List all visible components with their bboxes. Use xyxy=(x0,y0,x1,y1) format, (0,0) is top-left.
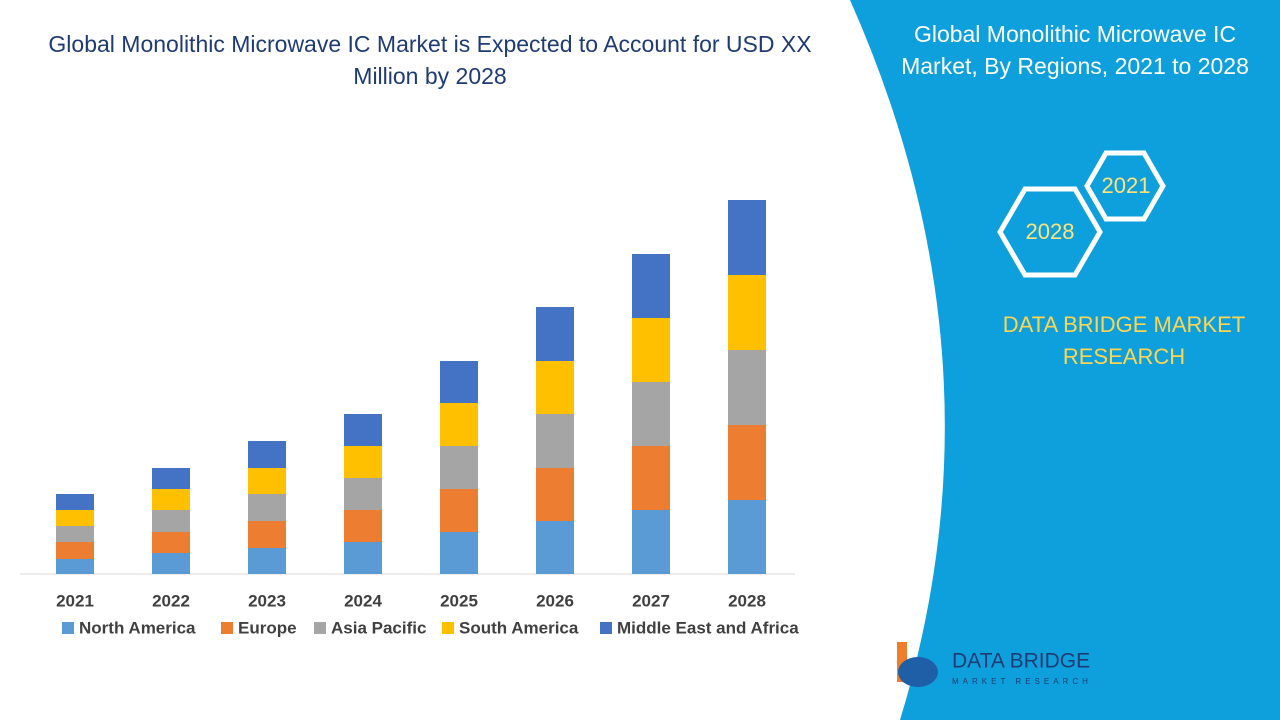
bar-segment xyxy=(632,382,670,446)
bar-segment xyxy=(536,414,574,468)
x-tick-label: 2025 xyxy=(440,591,478,610)
logo: DATA BRIDGE MARKET RESEARCH xyxy=(897,642,1092,687)
bar-segment xyxy=(728,350,766,425)
logo-icon xyxy=(897,642,907,682)
bar-segment xyxy=(344,414,382,446)
x-tick-label: 2027 xyxy=(632,591,670,610)
x-tick-label: 2026 xyxy=(536,591,574,610)
legend-label: Asia Pacific xyxy=(331,618,426,637)
bar-segment xyxy=(152,468,190,489)
x-tick-label: 2021 xyxy=(56,591,94,610)
bar-segment xyxy=(152,489,190,510)
bar-segment xyxy=(536,307,574,361)
bar-segment xyxy=(536,361,574,414)
bar-segment xyxy=(344,510,382,542)
hex-label: 2021 xyxy=(1102,173,1151,198)
bar-segment xyxy=(632,510,670,574)
bar-segment xyxy=(56,559,94,574)
bar-segment xyxy=(536,468,574,521)
bar-segment xyxy=(248,521,286,548)
x-tick-label: 2022 xyxy=(152,591,190,610)
x-tick-label: 2023 xyxy=(248,591,286,610)
bar-segment xyxy=(344,478,382,510)
logo-name: DATA BRIDGE xyxy=(952,650,1090,673)
bar-segment xyxy=(440,532,478,574)
bar-segment xyxy=(728,425,766,500)
bar-segment xyxy=(440,446,478,489)
legend-label: Middle East and Africa xyxy=(617,618,799,637)
legend-swatch xyxy=(62,622,74,634)
brand-text: DATA BRIDGE MARKET xyxy=(1003,312,1245,337)
legend-swatch xyxy=(314,622,326,634)
legend-label: Europe xyxy=(238,618,297,637)
x-tick-label: 2024 xyxy=(344,591,382,610)
bar-segment xyxy=(248,548,286,574)
bar-segment xyxy=(56,510,94,526)
bar-segment xyxy=(344,542,382,574)
bar-segment xyxy=(632,446,670,510)
bar-segment xyxy=(440,489,478,532)
bar-segment xyxy=(248,494,286,521)
bar-segment xyxy=(56,526,94,542)
bar-segment xyxy=(152,553,190,574)
bar-segment xyxy=(632,318,670,382)
logo-icon xyxy=(898,657,938,687)
bar-segment xyxy=(440,403,478,446)
legend-label: North America xyxy=(79,618,196,637)
bar-segment xyxy=(344,446,382,478)
chart-title: Global Monolithic Microwave IC Market is… xyxy=(48,31,812,89)
legend-swatch xyxy=(442,622,454,634)
side-panel xyxy=(850,0,1280,720)
panel-title: Global Monolithic Microwave IC Market, B… xyxy=(901,21,1249,79)
bar-segment xyxy=(248,441,286,468)
logo-sub: MARKET RESEARCH xyxy=(952,677,1092,686)
bar-segment xyxy=(56,494,94,510)
hex-label: 2028 xyxy=(1026,219,1075,244)
bar-segment xyxy=(248,468,286,494)
brand-text: RESEARCH xyxy=(1063,344,1185,369)
bar-segment xyxy=(56,542,94,559)
bar-segment xyxy=(152,510,190,532)
x-tick-label: 2028 xyxy=(728,591,766,610)
bar-segment xyxy=(440,361,478,403)
bar-segment xyxy=(152,532,190,553)
hexagon xyxy=(1084,150,1166,222)
bar-segment xyxy=(632,254,670,318)
bar-segment xyxy=(728,275,766,350)
legend-swatch xyxy=(221,622,233,634)
bar-segment xyxy=(536,521,574,574)
legend-label: South America xyxy=(459,618,579,637)
hexagon xyxy=(997,186,1103,278)
bar-segment xyxy=(728,500,766,574)
bar-segment xyxy=(728,200,766,275)
legend-swatch xyxy=(600,622,612,634)
